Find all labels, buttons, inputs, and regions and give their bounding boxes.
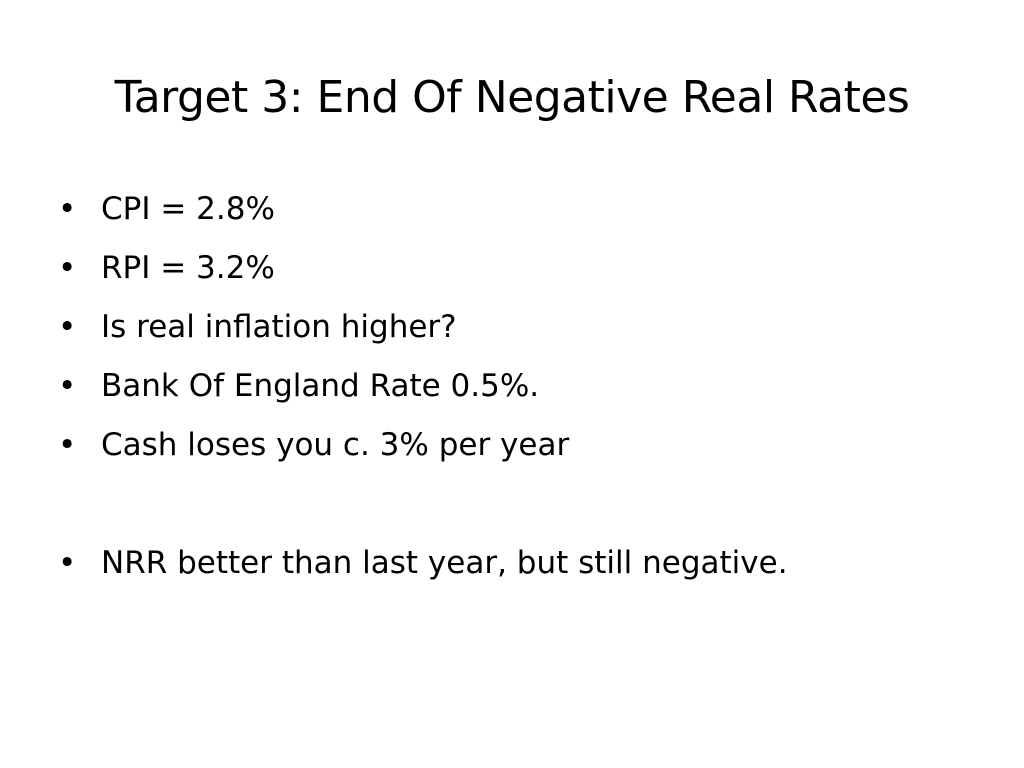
bullet-list: • CPI = 2.8% • RPI = 3.2% • Is real infl…	[58, 183, 988, 596]
bullet-spacer	[58, 478, 988, 537]
slide-title: Target 3: End Of Negative Real Rates	[114, 72, 910, 123]
bullet-text: Cash loses you c. 3% per year	[101, 427, 570, 463]
bullet-text: RPI = 3.2%	[101, 250, 275, 286]
bullet-icon: •	[58, 427, 77, 463]
bullet-text: Is real inflation higher?	[101, 309, 457, 345]
bullet-icon: •	[58, 368, 77, 404]
bullet-item-real-inflation: • Is real inflation higher?	[58, 301, 988, 360]
bullet-item-cash-loses: • Cash loses you c. 3% per year	[58, 419, 988, 478]
bullet-icon: •	[58, 250, 77, 286]
bullet-item-cpi: • CPI = 2.8%	[58, 183, 988, 242]
bullet-icon: •	[58, 309, 77, 345]
bullet-text: NRR better than last year, but still neg…	[101, 545, 788, 581]
bullet-item-nrr: • NRR better than last year, but still n…	[58, 537, 988, 596]
bullet-text: Bank Of England Rate 0.5%.	[101, 368, 540, 404]
bullet-item-rpi: • RPI = 3.2%	[58, 242, 988, 301]
bullet-text: CPI = 2.8%	[101, 191, 275, 227]
bullet-item-boe-rate: • Bank Of England Rate 0.5%.	[58, 360, 988, 419]
bullet-icon: •	[58, 545, 77, 581]
bullet-icon: •	[58, 191, 77, 227]
